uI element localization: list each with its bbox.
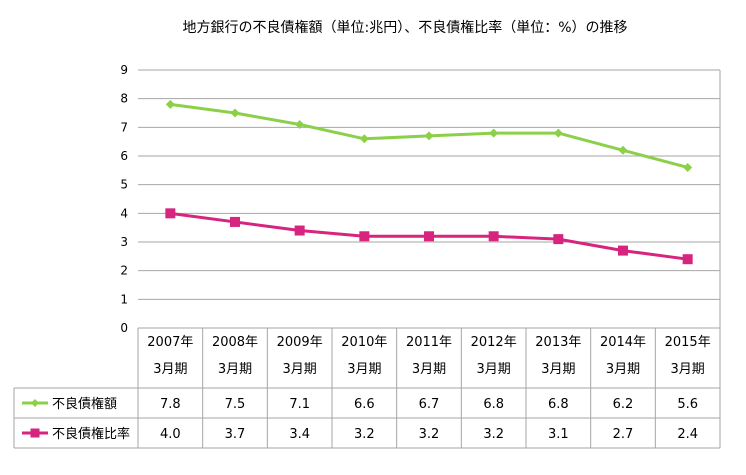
x-category-label: 3月期 — [541, 362, 575, 377]
data-label: 2.7 — [613, 427, 634, 442]
y-tick-label: 0 — [120, 321, 128, 335]
data-point-marker — [683, 162, 693, 172]
x-category-label: 3月期 — [347, 362, 381, 377]
data-label: 6.8 — [548, 397, 569, 412]
data-label: 3.2 — [354, 427, 375, 442]
legend-label: 不良債権額 — [52, 396, 117, 412]
data-label: 7.1 — [289, 397, 310, 412]
data-point-marker — [230, 108, 240, 118]
x-category-label: 2010年 — [341, 335, 387, 350]
data-label: 3.2 — [483, 427, 504, 442]
x-category-label: 2008年 — [212, 335, 258, 350]
data-point-marker — [488, 231, 499, 242]
data-table: 2007年 3月期 2008年 3月期 2009年 3月期 2010年 3月期 2011年 3月期… — [13, 328, 721, 449]
x-category-label: 2007年 — [147, 335, 193, 350]
x-category-label: 3月期 — [412, 362, 446, 377]
y-tick-label: 1 — [120, 292, 128, 306]
data-point-marker — [553, 234, 564, 245]
data-label: 3.7 — [225, 427, 246, 442]
x-category-label: 2012年 — [471, 335, 517, 350]
data-point-marker — [553, 128, 563, 138]
x-category-label: 2009年 — [277, 335, 323, 350]
grid — [138, 69, 721, 329]
x-category-label: 3月期 — [283, 362, 317, 377]
x-category-label: 3月期 — [218, 362, 252, 377]
data-point-marker — [31, 399, 39, 407]
y-tick-label: 4 — [120, 206, 128, 220]
x-category-label: 2014年 — [600, 335, 646, 350]
y-tick-label: 3 — [120, 235, 128, 249]
data-point-marker — [424, 131, 434, 141]
data-label: 3.2 — [419, 427, 440, 442]
x-category-label: 3月期 — [606, 362, 640, 377]
data-label: 6.6 — [354, 397, 375, 412]
x-category-label: 2015年 — [665, 335, 711, 350]
data-point-marker — [424, 231, 434, 242]
data-label: 3.1 — [548, 427, 569, 442]
x-category-label: 3月期 — [477, 362, 511, 377]
data-point-marker — [682, 254, 693, 265]
data-point-marker — [294, 225, 305, 236]
data-label: 3.4 — [289, 427, 310, 442]
legend-label: 不良債権比率 — [52, 426, 130, 442]
data-label: 5.6 — [677, 397, 698, 412]
y-tick-label: 2 — [120, 264, 128, 278]
data-label: 6.2 — [613, 397, 634, 412]
data-label: 7.8 — [160, 397, 181, 412]
series-2 — [165, 208, 693, 265]
series-plot — [165, 99, 693, 265]
x-category-label: 3月期 — [671, 362, 705, 377]
y-tick-label: 5 — [120, 178, 128, 192]
data-label: 6.7 — [419, 397, 440, 412]
data-point-marker — [359, 134, 369, 144]
data-point-marker — [618, 245, 628, 256]
series-1 — [165, 99, 693, 172]
x-category-label: 3月期 — [153, 362, 187, 377]
y-tick-label: 8 — [120, 92, 128, 106]
data-point-marker — [489, 128, 499, 138]
data-point-marker — [359, 231, 370, 242]
y-axis-ticks: 0 1 2 3 4 5 6 7 8 9 — [120, 63, 128, 335]
chart-title: 地方銀行の不良債権額（単位:兆円）、不良債権比率（単位：%）の推移 — [182, 19, 627, 36]
data-label: 7.5 — [225, 397, 246, 412]
data-point-marker — [165, 99, 175, 109]
data-label: 2.4 — [677, 427, 698, 442]
y-tick-label: 6 — [120, 149, 128, 163]
data-point-marker — [30, 428, 40, 438]
x-category-label: 2013年 — [535, 335, 581, 350]
data-point-marker — [618, 145, 628, 155]
data-label: 6.8 — [483, 397, 504, 412]
y-tick-label: 9 — [120, 63, 128, 77]
data-point-marker — [230, 216, 240, 227]
y-tick-label: 7 — [120, 120, 128, 134]
data-label: 4.0 — [160, 427, 181, 442]
data-point-marker — [165, 208, 176, 219]
x-category-label: 2011年 — [406, 335, 452, 350]
data-point-marker — [295, 119, 305, 129]
